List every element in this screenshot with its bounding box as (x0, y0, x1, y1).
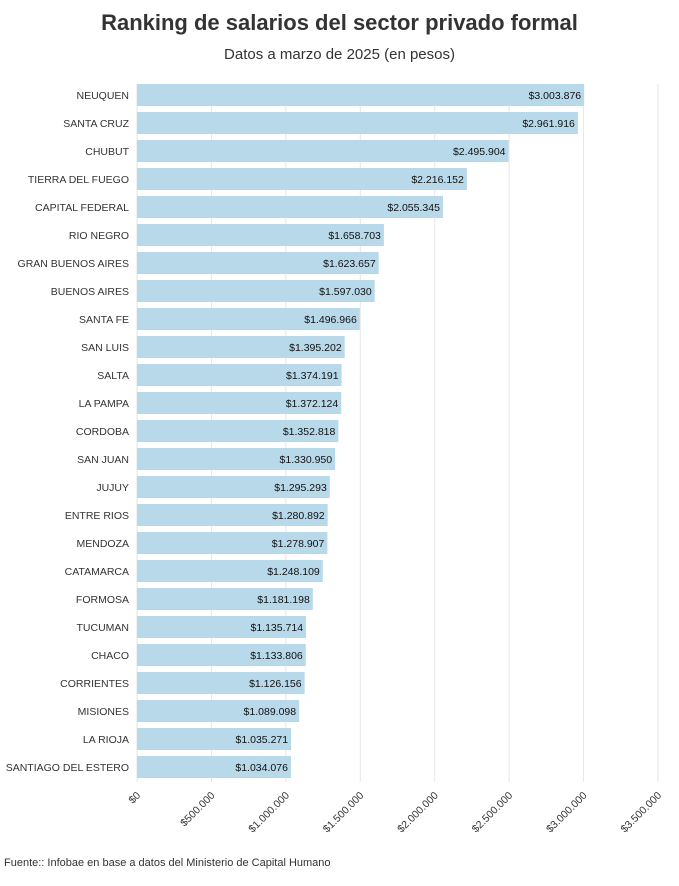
bar-10 (137, 364, 342, 386)
category-label-11: LA PAMPA (79, 398, 129, 410)
x-tick-label-4: $2.000.000 (395, 790, 441, 836)
category-label-22: MISIONES (78, 706, 129, 718)
bar-21 (137, 672, 305, 694)
bar-1 (137, 112, 578, 134)
bar-6 (137, 252, 379, 274)
category-label-7: BUENOS AIRES (51, 286, 129, 298)
value-label-10: $1.374.191 (286, 370, 339, 382)
bar-5 (137, 224, 384, 246)
value-label-21: $1.126.156 (249, 678, 302, 690)
value-label-2: $2.495.904 (453, 146, 506, 158)
category-label-13: SAN JUAN (77, 454, 129, 466)
bar-24 (137, 756, 291, 778)
category-label-21: CORRIENTES (60, 678, 129, 690)
source-note: Fuente:: Infobae en base a datos del Min… (4, 857, 331, 869)
bar-2 (137, 140, 509, 162)
category-label-15: ENTRE RIOS (65, 510, 129, 522)
category-label-20: CHACO (91, 650, 129, 662)
category-label-5: RIO NEGRO (69, 230, 129, 242)
bars-group (137, 84, 585, 778)
category-label-14: JUJUY (96, 482, 129, 494)
bar-0 (137, 84, 585, 106)
value-label-24: $1.034.076 (235, 762, 288, 774)
x-tick-label-1: $500.000 (178, 790, 218, 830)
x-tick-label-0: $0 (126, 790, 143, 807)
value-label-16: $1.278.907 (272, 538, 325, 550)
value-label-15: $1.280.892 (272, 510, 325, 522)
bar-16 (137, 532, 328, 554)
x-tick-label-6: $3.000.000 (544, 790, 590, 836)
value-label-12: $1.352.818 (283, 426, 336, 438)
x-tick-label-3: $1.500.000 (321, 790, 367, 836)
value-label-9: $1.395.202 (289, 342, 342, 354)
x-tick-label-2: $1.000.000 (246, 790, 292, 836)
category-label-6: GRAN BUENOS AIRES (18, 258, 129, 270)
value-label-17: $1.248.109 (267, 566, 320, 578)
bar-23 (137, 728, 292, 750)
category-label-2: CHUBUT (85, 146, 129, 158)
category-label-24: SANTIAGO DEL ESTERO (6, 762, 129, 774)
value-label-23: $1.035.271 (236, 734, 289, 746)
category-label-1: SANTA CRUZ (63, 118, 129, 130)
value-label-5: $1.658.703 (328, 230, 381, 242)
x-axis-ticks: $0 $500.000 $1.000.000 $1.500.000 $2.000.000… (126, 790, 664, 836)
category-label-4: CAPITAL FEDERAL (35, 202, 129, 214)
bar-19 (137, 616, 307, 638)
value-label-0: $3.003.876 (529, 90, 582, 102)
bar-18 (137, 588, 313, 610)
x-tick-label-7: $3.500.000 (618, 790, 664, 836)
category-label-12: CORDOBA (76, 426, 129, 438)
chart-title: Ranking de salarios del sector privado f… (101, 10, 578, 35)
category-label-3: TIERRA DEL FUEGO (28, 174, 129, 186)
bar-7 (137, 280, 375, 302)
value-label-8: $1.496.966 (304, 314, 357, 326)
category-labels: NEUQUEN SANTA CRUZ CHUBUT TIERRA DEL FUEGO C… (6, 90, 130, 774)
x-tick-label-5: $2.500.000 (470, 790, 516, 836)
bar-4 (137, 196, 443, 218)
value-label-19: $1.135.714 (250, 622, 303, 634)
category-label-16: MENDOZA (77, 538, 130, 550)
category-label-23: LA RIOJA (83, 734, 129, 746)
bar-22 (137, 700, 300, 722)
category-label-10: SALTA (97, 370, 129, 382)
category-label-17: CATAMARCA (65, 566, 129, 578)
value-label-7: $1.597.030 (319, 286, 372, 298)
bar-3 (137, 168, 467, 190)
bar-9 (137, 336, 345, 358)
bar-11 (137, 392, 342, 414)
value-label-20: $1.133.806 (250, 650, 303, 662)
category-label-8: SANTA FE (79, 314, 129, 326)
category-label-9: SAN LUIS (81, 342, 129, 354)
value-label-4: $2.055.345 (387, 202, 440, 214)
value-label-13: $1.330.950 (280, 454, 333, 466)
bar-13 (137, 448, 336, 470)
bar-12 (137, 420, 339, 442)
category-label-19: TUCUMAN (77, 622, 130, 634)
bar-20 (137, 644, 306, 666)
bar-15 (137, 504, 328, 526)
value-label-18: $1.181.198 (257, 594, 310, 606)
value-label-22: $1.089.098 (244, 706, 297, 718)
category-label-0: NEUQUEN (76, 90, 129, 102)
value-label-14: $1.295.293 (274, 482, 327, 494)
bar-17 (137, 560, 323, 582)
category-label-18: FORMOSA (76, 594, 129, 606)
bar-chart: NEUQUEN SANTA CRUZ CHUBUT TIERRA DEL FUEGO C… (6, 84, 664, 836)
bar-8 (137, 308, 360, 330)
value-label-3: $2.216.152 (411, 174, 464, 186)
chart-subtitle: Datos a marzo de 2025 (en pesos) (224, 46, 455, 63)
value-label-6: $1.623.657 (323, 258, 376, 270)
value-label-11: $1.372.124 (286, 398, 339, 410)
bar-14 (137, 476, 330, 498)
value-label-1: $2.961.916 (522, 118, 575, 130)
value-labels: $3.003.876 $2.961.916 $2.495.904 $2.216.152… (235, 90, 581, 774)
